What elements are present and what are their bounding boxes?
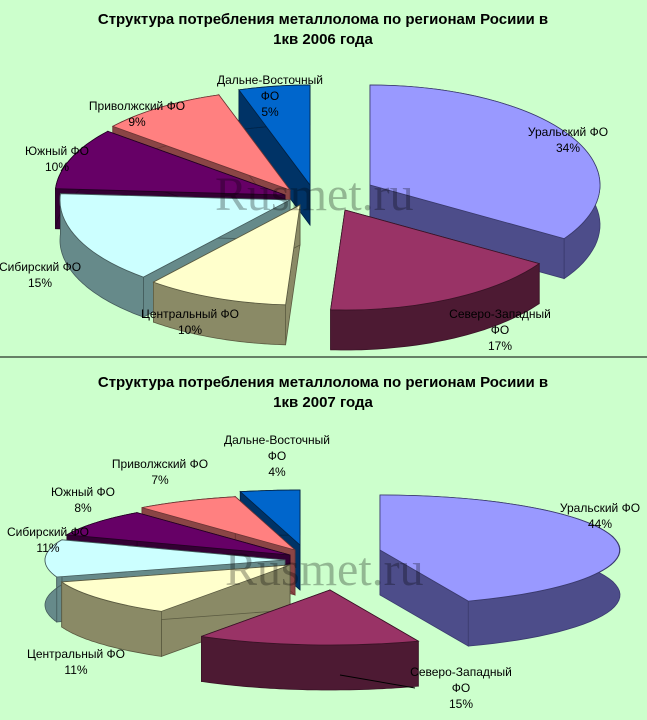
slice-label-center: Центральный ФО 10%	[141, 307, 239, 337]
slice-label-sib: Сибирский ФО 11%	[7, 525, 89, 555]
pie-chart-1: Структура потребления металлолома по рег…	[0, 11, 608, 353]
slice-label-south: Южный ФО 10%	[25, 144, 89, 174]
slice-percent: 7%	[151, 473, 169, 487]
pie-slice-nw	[330, 209, 541, 351]
slice-name: Северо-Западный	[410, 665, 512, 679]
slice-top-fe	[239, 489, 301, 546]
pie-slice-ural	[379, 494, 621, 647]
slice-percent: 44%	[588, 517, 612, 531]
slice-label-fe: Дальне-Восточный ФО 4%	[224, 433, 330, 479]
slice-name: ФО	[491, 323, 509, 337]
slice-percent: 5%	[261, 105, 279, 119]
slice-label-fe: Дальне-Восточный ФО 5%	[217, 73, 323, 119]
slice-top-nw	[330, 209, 541, 311]
slice-top-volga	[141, 496, 296, 551]
slice-name: Дальне-Восточный	[217, 73, 323, 87]
slice-label-ural: Уральский ФО 44%	[560, 501, 640, 531]
slice-label-center: Центральный ФО 11%	[27, 647, 125, 677]
slice-name: Южный ФО	[51, 485, 115, 499]
slice-top-sib	[59, 193, 292, 278]
slice-top-south	[65, 512, 291, 556]
slice-label-south: Южный ФО 8%	[51, 485, 115, 515]
slice-percent: 9%	[128, 115, 146, 129]
slice-name: Уральский ФО	[528, 125, 608, 139]
slice-top-center	[152, 204, 301, 306]
slice-top-ural	[369, 84, 601, 240]
slice-top-ural	[379, 494, 620, 602]
slice-percent: 11%	[64, 663, 87, 677]
slice-percent: 10%	[178, 323, 202, 337]
slice-label-nw: Северо-Западный ФО 17%	[449, 307, 551, 353]
slice-name: ФО	[452, 681, 470, 695]
label-leader-line	[339, 674, 416, 689]
slice-top-center	[60, 564, 291, 612]
watermark-text: Rusmet.ru	[215, 168, 414, 221]
slice-percent: 10%	[45, 160, 69, 174]
slice-name: Уральский ФО	[560, 501, 640, 515]
slice-name: Центральный ФО	[27, 647, 125, 661]
slice-label-volga: Приволжский ФО 9%	[89, 99, 185, 129]
slice-top-fe	[238, 84, 311, 187]
slice-percent: 11%	[36, 541, 59, 555]
pie-slice-fe	[238, 84, 311, 227]
chart-title-line: 1кв 2007 года	[273, 394, 373, 411]
slice-name: ФО	[268, 449, 286, 463]
slice-label-volga: Приволжский ФО 7%	[112, 457, 208, 487]
chart-title-line: Структура потребления металлолома по рег…	[98, 374, 548, 391]
slice-percent: 15%	[449, 697, 473, 711]
slice-name: Сибирский ФО	[7, 525, 89, 539]
slice-percent: 15%	[28, 276, 52, 290]
pie-chart-2: Структура потребления металлолома по рег…	[7, 374, 640, 711]
slice-percent: 34%	[556, 141, 580, 155]
slice-name: Северо-Западный	[449, 307, 551, 321]
slice-top-sib	[44, 539, 286, 578]
pie-slice-center	[60, 564, 291, 657]
slice-percent: 8%	[74, 501, 92, 515]
pie-slice-center	[152, 204, 301, 346]
slice-name: Южный ФО	[25, 144, 89, 158]
slice-top-nw	[201, 589, 420, 646]
slice-name: Приволжский ФО	[112, 457, 208, 471]
pie-slice-nw	[201, 589, 420, 691]
slice-label-ural: Уральский ФО 34%	[528, 125, 608, 155]
slice-name: Дальне-Восточный	[224, 433, 330, 447]
slice-percent: 4%	[268, 465, 286, 479]
chart-title-line: 1кв 2006 года	[273, 31, 373, 48]
chart-title-line: Структура потребления металлолома по рег…	[98, 11, 548, 28]
slice-top-volga	[111, 94, 292, 191]
slice-name: Центральный ФО	[141, 307, 239, 321]
slice-label-sib: Сибирский ФО 15%	[0, 260, 81, 290]
pie-slice-ural	[369, 84, 601, 280]
slice-name: Сибирский ФО	[0, 260, 81, 274]
slice-label-nw: Северо-Западный ФО 15%	[410, 665, 512, 711]
watermark-text: Rusmet.ru	[225, 543, 424, 596]
slice-name: ФО	[261, 89, 279, 103]
slice-name: Приволжский ФО	[89, 99, 185, 113]
slice-percent: 17%	[488, 339, 512, 353]
slice-top-south	[55, 130, 286, 196]
